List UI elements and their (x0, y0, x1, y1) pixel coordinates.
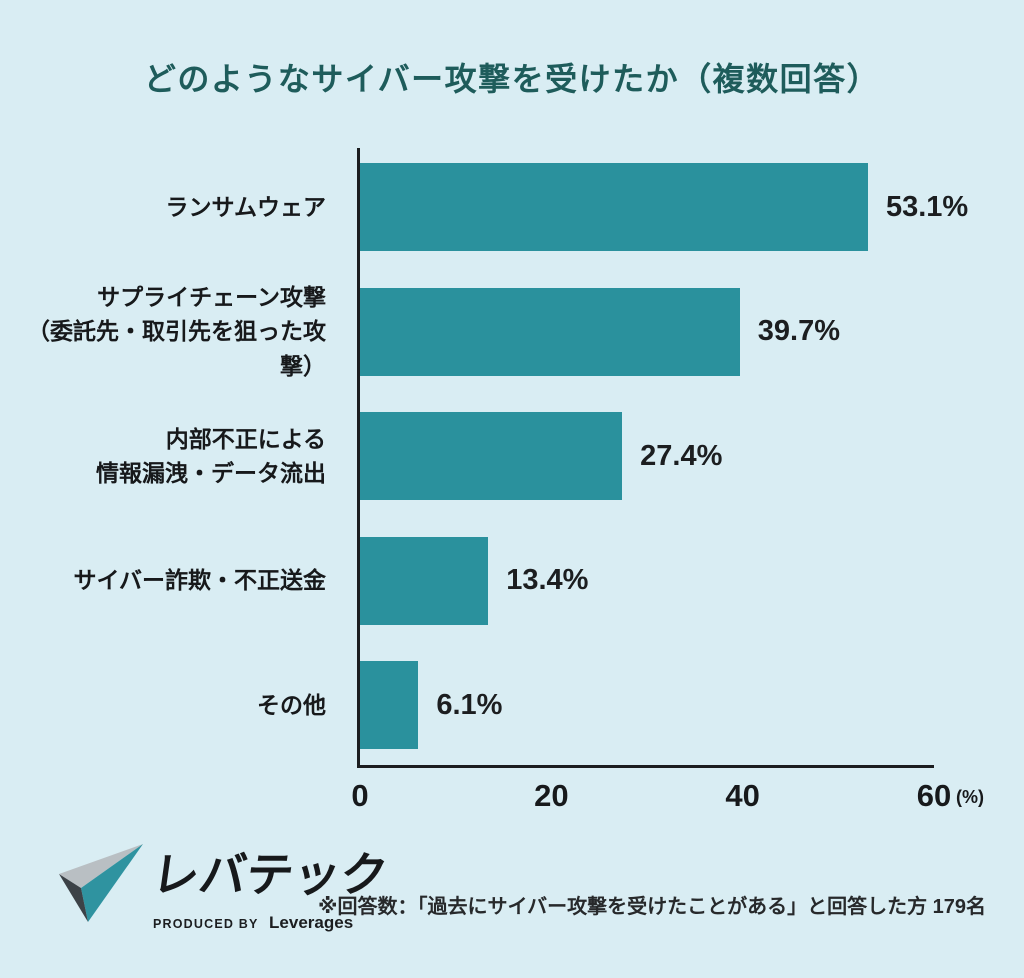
value-label: 13.4% (506, 564, 589, 596)
category-label: その他 (257, 691, 326, 718)
levtech-logo-textblock: レバテック PRODUCED BY Leverages (149, 836, 391, 933)
y-axis-line (357, 148, 360, 768)
chart-title: どのようなサイバー攻撃を受けたか（複数回答） (143, 61, 881, 97)
bar-chart: ランサムウェア 53.1% サプライチェーン攻撃 （委託先・取引先を狙った攻撃） 39.… (0, 148, 1024, 828)
levtech-logo: レバテック PRODUCED BY Leverages (55, 836, 391, 932)
bar-row: その他 6.1% (0, 661, 1024, 749)
bar (360, 661, 419, 749)
value-label: 53.1% (885, 190, 969, 223)
produced-by-label: PRODUCED BY (153, 917, 259, 931)
survey-note: ※回答数：「過去にサイバー攻撃を受けたことがある」と回答した方 179名 (318, 896, 986, 918)
value-label: 6.1% (436, 688, 503, 721)
x-tick-label: 20 (534, 778, 569, 813)
category-label: サプライチェーン攻撃 （委託先・取引先を狙った攻撃） (27, 283, 326, 379)
bar (360, 536, 489, 625)
logo-subline: PRODUCED BY Leverages (153, 913, 388, 933)
bar-track: 53.1% (360, 163, 968, 251)
bar (360, 412, 623, 500)
bar-track: 13.4% (360, 536, 934, 625)
category-label: ランサムウェア (165, 193, 326, 220)
category-label: 内部不正による 情報漏洩・データ流出 (96, 425, 326, 487)
x-tick-label: 40 (725, 778, 760, 813)
bar-row: 内部不正による 情報漏洩・データ流出 27.4% (0, 412, 1024, 500)
x-tick-label: 0 (351, 778, 369, 813)
bar-row: サプライチェーン攻撃 （委託先・取引先を狙った攻撃） 39.7% (0, 283, 1024, 379)
bar-track: 6.1% (360, 661, 934, 749)
x-tick-label: 60 (916, 778, 952, 813)
x-axis-unit-label: (%) (956, 787, 984, 807)
value-label: 27.4% (640, 439, 723, 472)
x-axis-ticks: 0 20 40 60 (%) (351, 778, 984, 828)
x-axis-line (357, 765, 934, 768)
bar-track: 39.7% (360, 287, 934, 376)
bar-row: サイバー詐欺・不正送金 13.4% (0, 536, 1024, 625)
bar (360, 287, 740, 376)
bar-track: 27.4% (360, 412, 934, 500)
bar-rows: ランサムウェア 53.1% サプライチェーン攻撃 （委託先・取引先を狙った攻撃） 39.… (0, 148, 1024, 765)
category-label: サイバー詐欺・不正送金 (73, 567, 326, 594)
bar-row: ランサムウェア 53.1% (0, 163, 1024, 251)
value-label: 39.7% (757, 315, 841, 347)
leverages-label: Leverages (269, 913, 354, 932)
bar (360, 163, 868, 251)
levtech-logo-icon (59, 844, 143, 922)
